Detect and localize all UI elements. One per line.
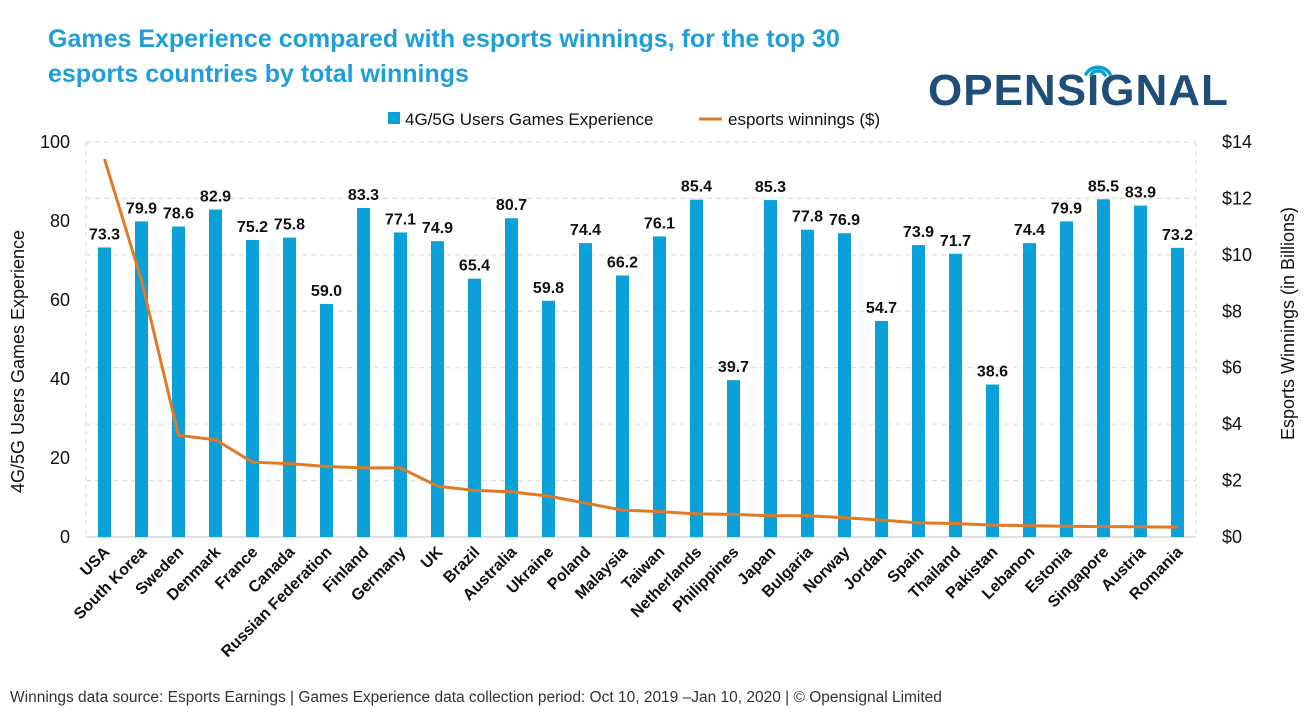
bar [764,200,777,537]
bar-value-label: 54.7 [866,300,897,317]
footer-source: Winnings data source: Esports Earnings |… [10,689,942,706]
bar-value-label: 75.8 [274,217,305,234]
legend-label-bar: 4G/5G Users Games Experience [405,110,653,129]
bar [653,236,666,537]
y-tick-label: 40 [50,369,70,389]
bar [875,320,888,537]
bar-value-label: 82.9 [200,189,231,206]
bar [690,199,703,538]
bar [468,278,481,537]
y-tick-label: 100 [40,132,70,152]
bar [838,233,851,537]
bar-value-label: 66.2 [607,255,638,272]
bar [727,380,740,537]
x-tick-label: UK [418,543,447,572]
bar-value-label: 85.5 [1088,178,1119,195]
bar [98,247,111,537]
legend-label-line: esports winnings ($) [728,110,880,129]
bar-value-label: 73.9 [903,224,934,241]
bar [579,243,592,537]
bar [505,218,518,538]
bar [1134,205,1147,537]
bar [1171,247,1184,538]
bar [431,241,444,537]
bar-value-label: 59.0 [311,283,342,300]
bar-value-label: 74.9 [422,220,453,237]
bar [357,207,370,537]
bar [1023,243,1036,537]
bar-value-label: 83.9 [1125,185,1156,202]
y2-tick-label: $0 [1222,527,1242,547]
logo-wordmark: OPENSIGNAL [928,66,1229,116]
bar-value-label: 79.9 [1051,200,1082,217]
bar [394,232,407,537]
bar-value-label: 85.4 [681,179,712,196]
bar [616,275,629,537]
bar [172,226,185,537]
y-tick-label: 20 [50,448,70,468]
bar [320,303,333,537]
bar-value-label: 71.7 [940,233,971,250]
y2-tick-label: $14 [1222,132,1252,152]
bar-value-label: 75.2 [237,219,268,236]
y2-tick-label: $12 [1222,188,1252,208]
bar-value-label: 76.9 [829,212,860,229]
bar-value-label: 73.3 [89,226,120,243]
logo-text-i: I [1087,66,1101,115]
bar [801,229,814,537]
y2-tick-label: $6 [1222,358,1242,378]
bar [246,239,259,537]
bar-value-label: 83.3 [348,187,379,204]
opensignal-logo: OPENSIGNAL [928,62,1248,122]
bar [1097,199,1110,537]
bar [542,300,555,537]
y2-tick-label: $8 [1222,301,1242,321]
bar-value-label: 77.8 [792,209,823,226]
bar-value-label: 65.4 [459,258,490,275]
bar-value-label: 85.3 [755,179,786,196]
bar-value-label: 59.8 [533,280,564,297]
y2-tick-label: $2 [1222,471,1242,491]
y-tick-label: 0 [60,527,70,547]
y2-axis-title: Esports Winnings (in Billions) [1278,207,1298,440]
bar [912,245,925,537]
y2-tick-label: $10 [1222,245,1252,265]
chart-title: Games Experience compared with esports w… [48,25,840,88]
bar [949,253,962,537]
y-tick-label: 60 [50,290,70,310]
logo-text-left: OPENS [928,66,1088,115]
bar-value-label: 73.2 [1162,227,1193,244]
bar-value-label: 79.9 [126,200,157,217]
bar-value-label: 38.6 [977,364,1008,381]
bar [1060,221,1073,537]
bar-value-label: 74.4 [1014,222,1045,239]
bar-value-label: 76.1 [644,215,675,232]
bar-value-label: 78.6 [163,206,194,223]
legend-swatch-bar [388,112,400,124]
y-axis-title: 4G/5G Users Games Experience [8,230,28,493]
bar-value-label: 74.4 [570,222,601,239]
bar-value-label: 80.7 [496,197,527,214]
logo-text-right: GNAL [1100,66,1229,115]
bar-value-label: 39.7 [718,359,749,376]
bar [209,209,222,538]
bar-value-label: 77.1 [385,211,416,228]
y2-tick-label: $4 [1222,414,1242,434]
bar [986,384,999,537]
bar [283,237,296,537]
signal-waves-icon [1084,65,1112,77]
y-tick-label: 80 [50,211,70,231]
winnings-line [103,158,1178,529]
